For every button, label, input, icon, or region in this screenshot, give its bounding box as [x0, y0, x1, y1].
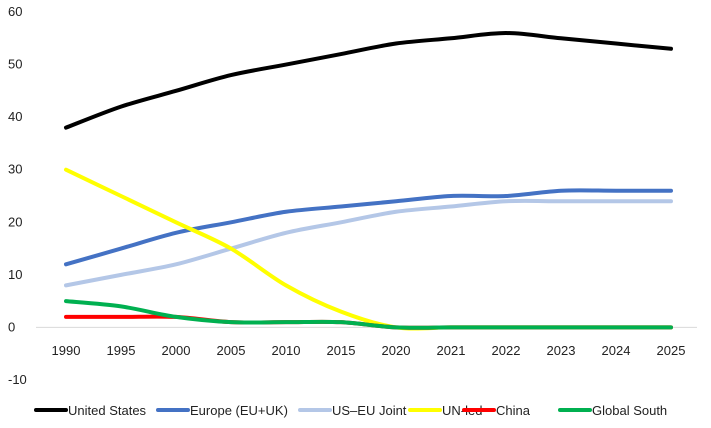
series-line-europe-eu-uk: [64, 188, 673, 267]
y-tick-label: 20: [8, 214, 22, 229]
x-tick-label: 2023: [547, 343, 576, 358]
legend-label-us-eu-joint: US–EU Joint: [332, 403, 407, 418]
x-tick-label: 1995: [107, 343, 136, 358]
legend-label-united-states: United States: [68, 403, 147, 418]
series-line-un-led: [64, 167, 673, 331]
x-tick-label: 2022: [492, 343, 521, 358]
y-tick-label: 40: [8, 109, 22, 124]
x-axis-tick-labels: 1990 1995 2000 2005 2010 2015 2020 2021 2022 2023…: [52, 343, 686, 358]
legend-label-global-south: Global South: [592, 403, 667, 418]
x-tick-label: 2000: [162, 343, 191, 358]
series-line-united-states: [64, 31, 673, 130]
x-tick-label: 1990: [52, 343, 81, 358]
y-tick-label: -10: [8, 372, 27, 387]
x-tick-label: 2024: [602, 343, 631, 358]
x-tick-label: 2010: [272, 343, 301, 358]
y-tick-label: 30: [8, 162, 22, 177]
x-tick-label: 2021: [437, 343, 466, 358]
legend: United States Europe (EU+UK) US–EU Joint UN…: [34, 403, 667, 418]
x-tick-label: 2025: [657, 343, 686, 358]
series-line-global-south: [64, 299, 673, 330]
series-line-us-eu-joint: [64, 198, 673, 288]
series-lines: [64, 31, 673, 331]
y-tick-label: 60: [8, 4, 22, 19]
legend-label-europe-eu-uk: Europe (EU+UK): [190, 403, 288, 418]
y-tick-label: 10: [8, 267, 22, 282]
x-tick-label: 2020: [382, 343, 411, 358]
y-tick-label: 0: [8, 319, 15, 334]
x-tick-label: 2015: [327, 343, 356, 358]
y-tick-label: 50: [8, 57, 22, 72]
y-axis-tick-labels: -10 0 10 20 30 40 50 60: [8, 4, 27, 387]
legend-label-china: China: [496, 403, 531, 418]
x-tick-label: 2005: [217, 343, 246, 358]
